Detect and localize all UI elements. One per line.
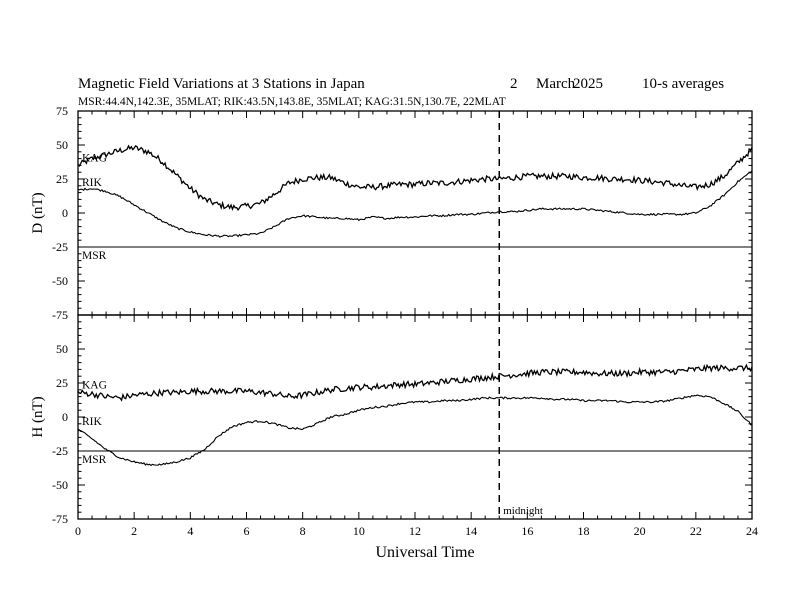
x-tick-label: 24	[746, 524, 758, 538]
chart-date-month: March	[536, 76, 576, 92]
series-label-msr: MSR	[82, 250, 107, 262]
x-tick-label: 0	[75, 524, 81, 538]
y-tick-label: 0	[62, 410, 68, 424]
x-tick-label: 14	[465, 524, 477, 538]
series-line-kag	[77, 144, 753, 212]
y-tick-label: 50	[56, 138, 68, 152]
chart-stations-line: MSR:44.4N,142.3E, 35MLAT; RIK:43.5N,143.…	[78, 96, 506, 108]
y-tick-label: 50	[56, 342, 68, 356]
series-label-rik: RIK	[82, 177, 103, 189]
x-tick-label: 8	[300, 524, 306, 538]
chart-date-day: 2	[510, 76, 518, 92]
y-axis-label: D (nT)	[30, 192, 46, 233]
y-tick-label: -25	[52, 444, 68, 458]
series-line-rik	[77, 394, 753, 467]
series-line-rik	[77, 170, 753, 238]
y-tick-label: 75	[56, 104, 68, 118]
x-tick-label: 22	[690, 524, 702, 538]
y-tick-label: 25	[56, 172, 68, 186]
y-tick-label: -25	[52, 240, 68, 254]
x-tick-label: 18	[578, 524, 590, 538]
y-tick-label: 25	[56, 376, 68, 390]
midnight-label: midnight	[503, 505, 543, 517]
series-label-msr: MSR	[82, 454, 107, 466]
y-tick-label: -75	[52, 308, 68, 322]
x-axis-label: Universal Time	[375, 544, 474, 561]
x-tick-label: 10	[353, 524, 365, 538]
chart-date-year: 2025	[573, 76, 603, 92]
x-tick-label: 4	[187, 524, 193, 538]
chart-title: Magnetic Field Variations at 3 Stations …	[78, 76, 365, 92]
y-tick-label: -50	[52, 478, 68, 492]
x-tick-label: 20	[634, 524, 646, 538]
y-axis-label: H (nT)	[30, 396, 46, 437]
x-tick-label: 6	[244, 524, 250, 538]
series-label-kag: KAG	[82, 380, 107, 392]
chart-averaging-label: 10-s averages	[642, 76, 724, 92]
series-line-kag	[77, 363, 753, 402]
y-tick-label: -50	[52, 274, 68, 288]
x-tick-label: 2	[131, 524, 137, 538]
y-tick-label: -75	[52, 512, 68, 526]
x-tick-label: 16	[521, 524, 533, 538]
panel-frame	[77, 314, 753, 520]
series-label-rik: RIK	[82, 416, 103, 428]
d-component-panel: 75 50 25 0 -25 -50 -75 D (nT) KAG RIK MSR	[30, 104, 753, 322]
x-tick-label: 12	[409, 524, 421, 538]
series-label-kag: KAG	[82, 152, 107, 164]
y-tick-label: 0	[62, 206, 68, 220]
